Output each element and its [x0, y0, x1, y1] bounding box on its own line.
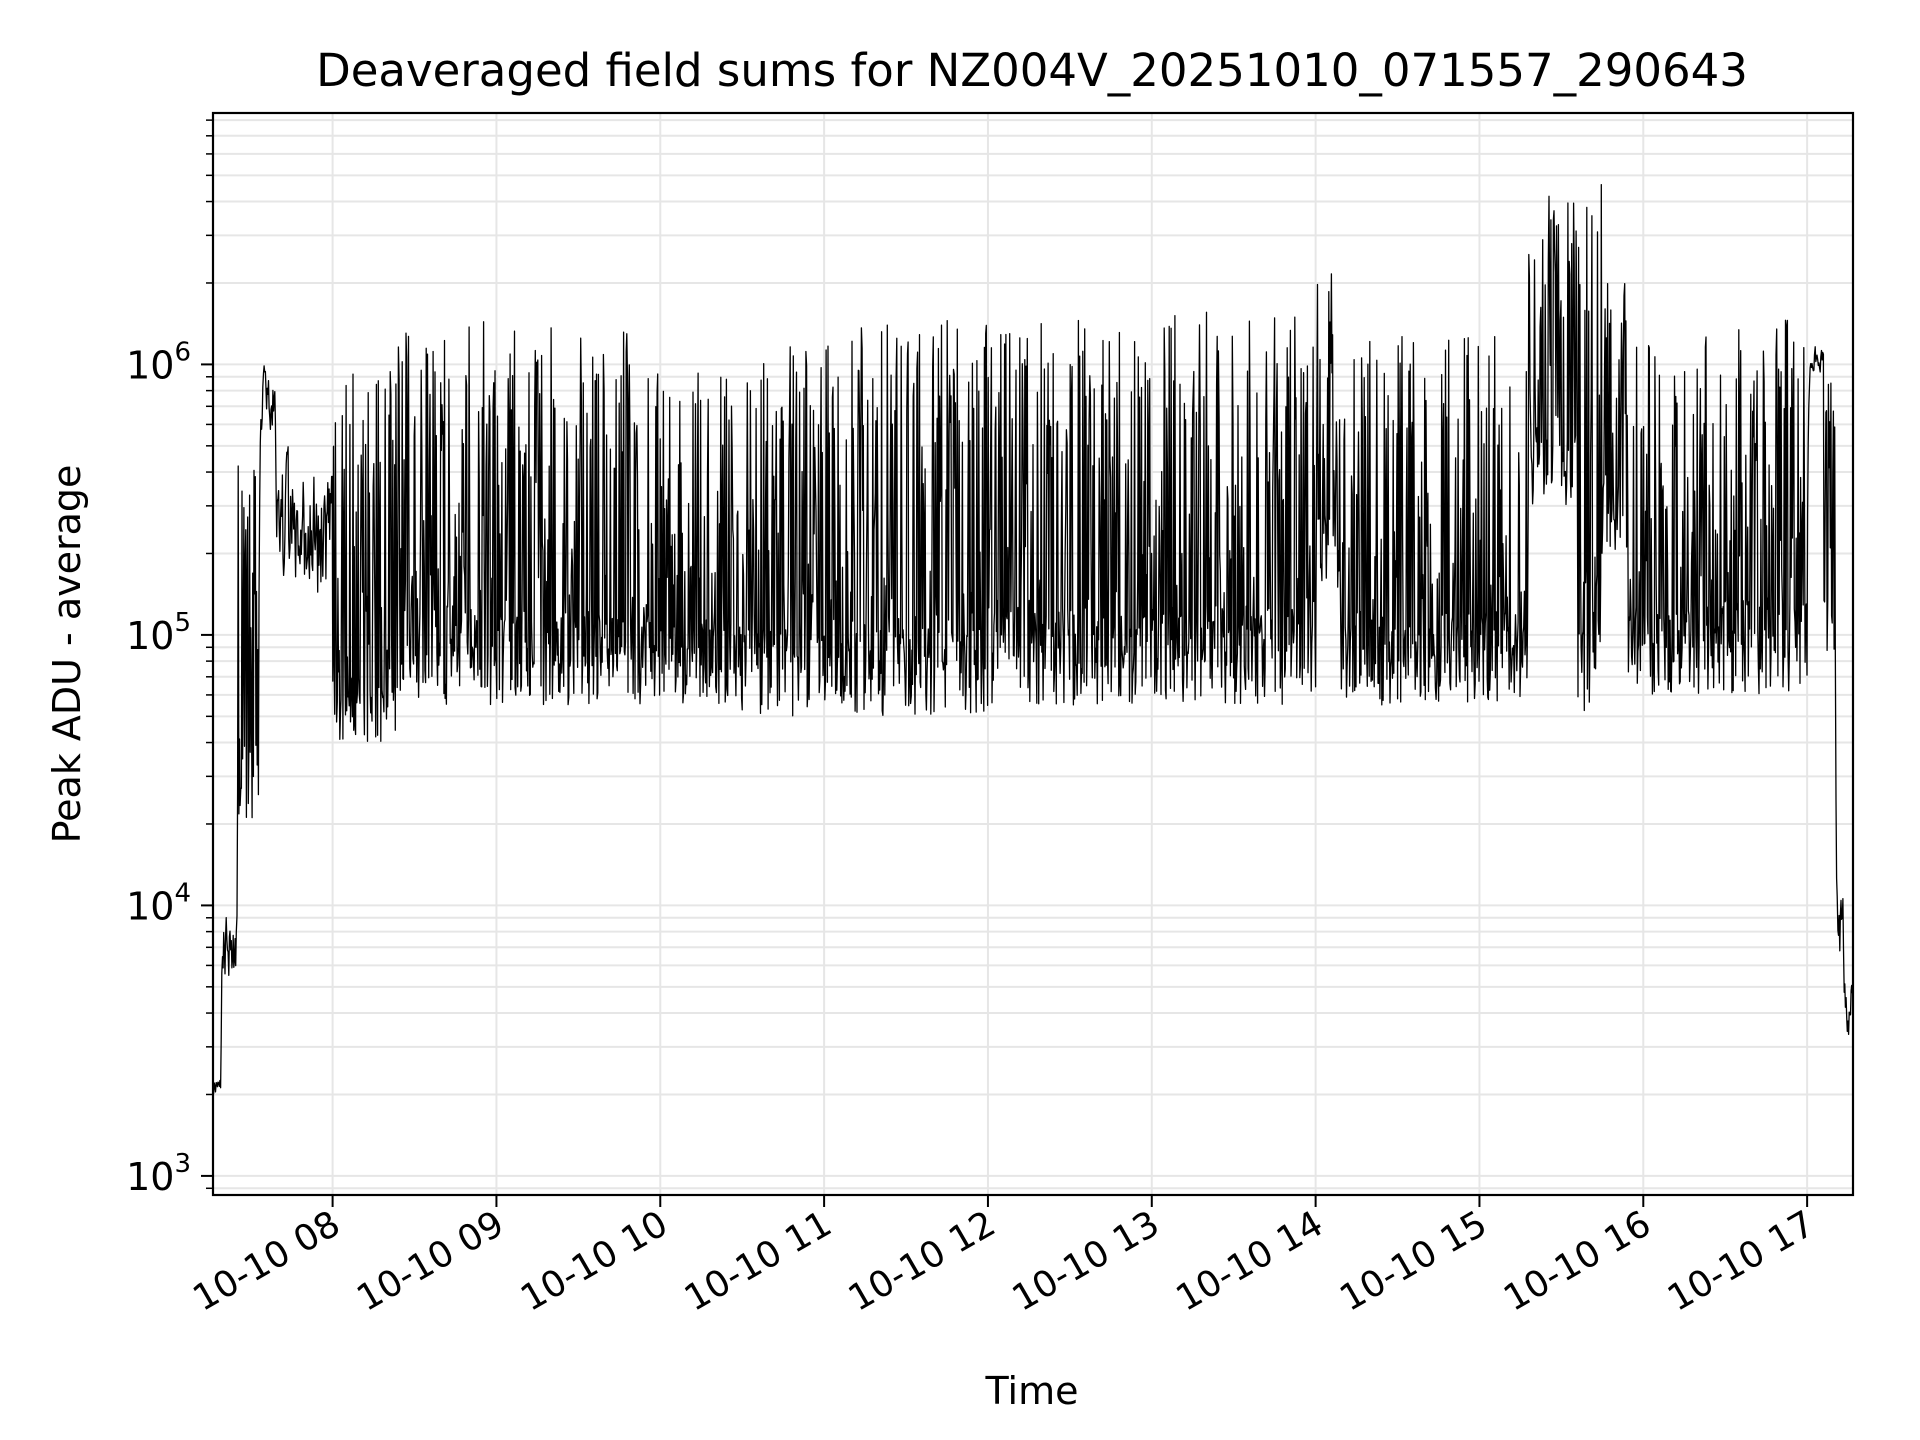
- chart-title: Deaveraged field sums for NZ004V_2025101…: [316, 44, 1748, 97]
- y-tick-label: 106: [126, 337, 191, 387]
- plot-area-frame: [211, 111, 1855, 1197]
- x-axis-label: Time: [985, 1369, 1079, 1413]
- y-axis-ticks: 103 104 105 106: [126, 119, 213, 1199]
- y-tick-label: 105: [126, 608, 191, 658]
- series-line: [212, 183, 1854, 1095]
- series-line-group: [212, 183, 1854, 1095]
- y-tick-label: 104: [126, 878, 191, 928]
- y-tick-label: 103: [126, 1149, 191, 1199]
- y-axis-label: Peak ADU - average: [45, 465, 89, 844]
